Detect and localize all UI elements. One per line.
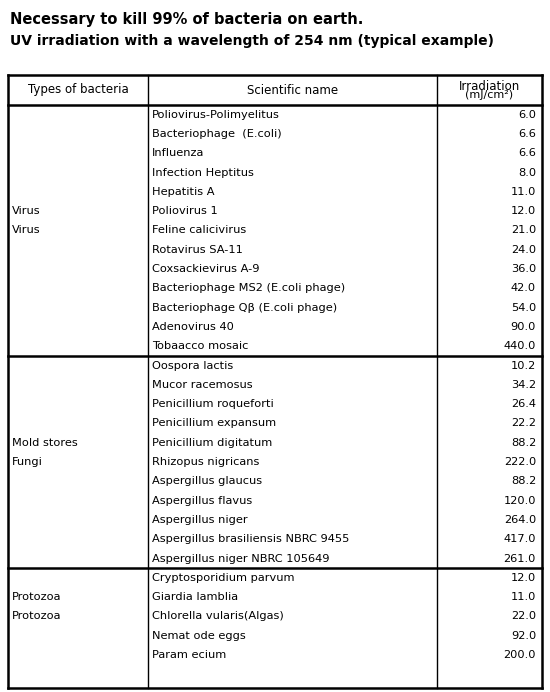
Text: 6.6: 6.6	[518, 148, 536, 158]
Text: 6.0: 6.0	[518, 109, 536, 120]
Text: Giardia lamblia: Giardia lamblia	[152, 592, 238, 602]
Text: 264.0: 264.0	[504, 515, 536, 525]
Text: 22.2: 22.2	[511, 419, 536, 428]
Text: Tobaacco mosaic: Tobaacco mosaic	[152, 341, 249, 352]
Text: 261.0: 261.0	[504, 554, 536, 563]
Text: Chlorella vularis(Algas): Chlorella vularis(Algas)	[152, 612, 284, 621]
Text: 21.0: 21.0	[511, 226, 536, 235]
Text: Influenza: Influenza	[152, 148, 205, 158]
Text: Aspergillus niger: Aspergillus niger	[152, 515, 248, 525]
Text: Poliovirus-Polimyelitus: Poliovirus-Polimyelitus	[152, 109, 280, 120]
Text: Protozoa: Protozoa	[12, 592, 62, 602]
Text: Hepatitis A: Hepatitis A	[152, 187, 214, 197]
Text: 11.0: 11.0	[510, 187, 536, 197]
Text: 90.0: 90.0	[510, 322, 536, 332]
Text: 88.2: 88.2	[511, 476, 536, 486]
Text: 54.0: 54.0	[511, 302, 536, 313]
Text: Param ecium: Param ecium	[152, 650, 226, 660]
Text: 36.0: 36.0	[511, 264, 536, 274]
Text: Mucor racemosus: Mucor racemosus	[152, 380, 252, 390]
Text: Necessary to kill 99% of bacteria on earth.: Necessary to kill 99% of bacteria on ear…	[10, 12, 364, 27]
Text: Virus: Virus	[12, 226, 41, 235]
Text: Adenovirus 40: Adenovirus 40	[152, 322, 234, 332]
Text: Infection Heptitus: Infection Heptitus	[152, 167, 254, 178]
Text: Mold stores: Mold stores	[12, 438, 78, 448]
Text: Bacteriophage  (E.coli): Bacteriophage (E.coli)	[152, 129, 282, 139]
Text: Bacteriophage MS2 (E.coli phage): Bacteriophage MS2 (E.coli phage)	[152, 283, 345, 293]
Text: 22.0: 22.0	[511, 612, 536, 621]
Text: Fungi: Fungi	[12, 457, 43, 467]
Text: Penicillium digitatum: Penicillium digitatum	[152, 438, 272, 448]
Text: Feline calicivirus: Feline calicivirus	[152, 226, 246, 235]
Text: Penicillium roqueforti: Penicillium roqueforti	[152, 399, 274, 409]
Text: Bacteriophage Qβ (E.coli phage): Bacteriophage Qβ (E.coli phage)	[152, 302, 337, 313]
Text: UV irradiation with a wavelength of 254 nm (typical example): UV irradiation with a wavelength of 254 …	[10, 34, 494, 48]
Text: 6.6: 6.6	[518, 129, 536, 139]
Text: 440.0: 440.0	[504, 341, 536, 352]
Text: 417.0: 417.0	[503, 534, 536, 544]
Text: 88.2: 88.2	[511, 438, 536, 448]
Text: Aspergillus flavus: Aspergillus flavus	[152, 495, 252, 506]
Text: 222.0: 222.0	[504, 457, 536, 467]
Text: 34.2: 34.2	[511, 380, 536, 390]
Text: Aspergillus brasiliensis NBRC 9455: Aspergillus brasiliensis NBRC 9455	[152, 534, 349, 544]
Text: 200.0: 200.0	[503, 650, 536, 660]
Text: Poliovirus 1: Poliovirus 1	[152, 206, 218, 216]
Text: Rhizopus nigricans: Rhizopus nigricans	[152, 457, 260, 467]
Text: 26.4: 26.4	[511, 399, 536, 409]
Text: 10.2: 10.2	[511, 361, 536, 370]
Text: Virus: Virus	[12, 206, 41, 216]
Text: Penicillium expansum: Penicillium expansum	[152, 419, 276, 428]
Text: 24.0: 24.0	[511, 245, 536, 255]
Text: 8.0: 8.0	[518, 167, 536, 178]
Text: 92.0: 92.0	[511, 630, 536, 641]
Text: Cryptosporidium parvum: Cryptosporidium parvum	[152, 573, 294, 583]
Text: Coxsackievirus A-9: Coxsackievirus A-9	[152, 264, 260, 274]
Text: 12.0: 12.0	[511, 206, 536, 216]
Text: Types of bacteria: Types of bacteria	[28, 84, 128, 96]
Text: Rotavirus SA-11: Rotavirus SA-11	[152, 245, 243, 255]
Text: 42.0: 42.0	[511, 283, 536, 293]
Text: Scientific name: Scientific name	[247, 84, 338, 96]
Text: 12.0: 12.0	[511, 573, 536, 583]
Text: 120.0: 120.0	[503, 495, 536, 506]
Text: (mJ/cm²): (mJ/cm²)	[465, 90, 514, 100]
Text: Irradiation: Irradiation	[459, 80, 520, 93]
Text: Oospora lactis: Oospora lactis	[152, 361, 233, 370]
Text: Aspergillus glaucus: Aspergillus glaucus	[152, 476, 262, 486]
Text: Nemat ode eggs: Nemat ode eggs	[152, 630, 246, 641]
Text: Aspergillus niger NBRC 105649: Aspergillus niger NBRC 105649	[152, 554, 329, 563]
Text: Protozoa: Protozoa	[12, 612, 62, 621]
Text: 11.0: 11.0	[510, 592, 536, 602]
